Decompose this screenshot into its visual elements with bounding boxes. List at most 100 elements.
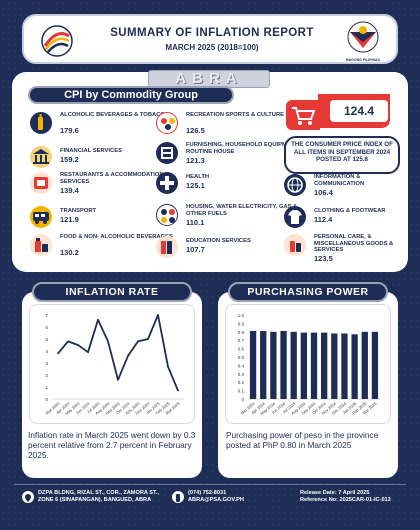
y-tick-label: 0.3	[238, 372, 245, 377]
purchasing-bar	[310, 332, 318, 399]
location-icon	[22, 491, 34, 503]
utilities-icon	[156, 204, 178, 226]
y-tick-label: 1	[45, 385, 48, 390]
commodity-name: HOUSING, WATER ELECTRICITY, GAS & OTHER …	[186, 204, 298, 217]
inflation-chart-frame: 0 1 2 3 4 5 6 7 Mar 2024 Apr 2024 May 2024 Jun 2024…	[29, 304, 195, 424]
y-tick-label: 4	[45, 349, 48, 354]
bagong-pilipinas-logo-icon: BAGONG PILIPINAS	[340, 20, 386, 62]
y-tick-label: 0.6	[238, 347, 245, 352]
y-tick-label: 0	[45, 397, 48, 402]
liquor-icon	[30, 112, 52, 134]
inflation-point	[57, 352, 59, 355]
commodity-name: PERSONAL CARE, & MISCELLANEOUS GOODS & S…	[314, 234, 394, 254]
phone-icon	[172, 491, 184, 503]
purchasing-bar	[321, 332, 328, 399]
purchasing-chart-frame: 0 0.1 0.2 0.3 0.4 0.5 0.6 0.7 0.8 0.9 1.0 Mar 2024 A…	[225, 304, 391, 424]
commodity-personal-care: PERSONAL CARE, & MISCELLANEOUS GOODS & S…	[284, 234, 419, 263]
commodity-alcoholic-beverages: ALCOHOLIC BEVERAGES & TOBACCO 179.6	[30, 112, 169, 138]
commodity-value: 126.5	[186, 126, 205, 135]
y-tick-label: 2	[45, 373, 48, 378]
purchasing-bar	[290, 331, 297, 399]
commodity-food: FOOD & NON- ALCOHOLIC BEVERAGES 130.2	[30, 234, 173, 260]
cpi-all-items-value: 124.4	[330, 100, 388, 122]
commodity-name: RECREATION SPORTS & CULTURE	[186, 112, 285, 118]
food-icon	[30, 234, 52, 256]
cpi-note-text: THE CONSUMER PRICE INDEX OF ALL ITEMS IN…	[291, 141, 393, 163]
province-plate: ABRA	[148, 70, 270, 88]
purchasing-bar	[331, 333, 338, 399]
commodity-name: FINANCIAL SERVICES	[60, 148, 122, 154]
y-tick-label: 0.2	[238, 380, 245, 385]
inflation-point	[97, 319, 99, 321]
commodity-value: 130.2	[60, 248, 79, 257]
footer-email[interactable]: ABRA@PSA.GOV.PH	[188, 497, 244, 503]
commodity-furnishing: FURNISHING, HOUSEHOLD EQUIPMENT & ROUTIN…	[156, 142, 304, 168]
commodity-name: HEALTH	[186, 174, 210, 180]
commodity-housing: HOUSING, WATER ELECTRICITY, GAS & OTHER …	[156, 204, 297, 230]
commodity-clothing: CLOTHING & FOOTWEAR 112.4	[284, 206, 419, 232]
purchasing-title: PURCHASING POWER	[228, 282, 388, 302]
purchasing-bar	[371, 331, 379, 399]
y-tick-label: 0.4	[238, 363, 245, 368]
commodity-value: 112.4	[314, 215, 333, 224]
y-tick-label: 0.7	[238, 338, 245, 343]
commodity-transport: TRANSPORT 121.9	[30, 206, 165, 232]
bus-icon	[30, 206, 52, 228]
y-tick-label: 1.0	[238, 313, 245, 318]
cpi-note-box: THE CONSUMER PRICE INDEX OF ALL ITEMS IN…	[284, 136, 400, 174]
commodity-value: 179.6	[60, 126, 79, 135]
inflation-point	[117, 379, 119, 381]
purchasing-bar	[361, 331, 368, 399]
footer-divider	[14, 484, 406, 485]
commodity-value: 121.3	[186, 156, 205, 165]
commodity-name: TRANSPORT	[60, 208, 97, 214]
commodity-value: 159.2	[60, 155, 79, 164]
purchasing-bar	[351, 334, 358, 399]
footer-reference-no: Reference No: 2025CAR-01-IC-013	[300, 497, 391, 503]
page-title: SUMMARY OF INFLATION REPORT	[110, 27, 314, 39]
purchasing-bar	[249, 330, 257, 399]
purchasing-bar	[270, 331, 277, 399]
commodity-information: INFORMATION & COMMUNICATION 106.4	[284, 174, 419, 200]
globe-icon	[284, 174, 306, 196]
commodity-value: 121.9	[60, 215, 79, 224]
furnishing-icon	[156, 142, 178, 164]
inflation-point	[127, 355, 129, 357]
commodity-restaurants: RESTAURANTS & ACCOMMODATION SERVICES 139…	[30, 172, 165, 198]
bagong-pilipinas-text: BAGONG PILIPINAS	[346, 58, 380, 62]
commodity-value: 110.1	[186, 218, 205, 227]
commodity-value: 125.1	[186, 181, 205, 190]
commodity-name: EDUCATION SERVICES	[186, 238, 251, 244]
commodity-value: 106.4	[314, 188, 333, 197]
personal-care-icon	[284, 234, 306, 256]
restaurant-icon	[30, 172, 52, 194]
inflation-point	[137, 340, 139, 343]
commodity-name: FOOD & NON- ALCOHOLIC BEVERAGES	[60, 234, 173, 240]
header-banner: SUMMARY OF INFLATION REPORT MARCH 2025 (…	[22, 14, 398, 64]
inflation-point	[177, 389, 179, 392]
psa-logo-icon	[38, 24, 76, 58]
inflation-point	[107, 340, 109, 343]
y-tick-label: 3	[45, 361, 48, 366]
inflation-point	[67, 340, 69, 343]
y-tick-label: 7	[45, 313, 48, 318]
commodity-value: 107.7	[186, 245, 205, 254]
commodity-name: ALCOHOLIC BEVERAGES & TOBACCO	[60, 112, 170, 118]
commodity-name: INFORMATION & COMMUNICATION	[314, 174, 365, 187]
cart-icon	[286, 100, 320, 130]
y-tick-label: 0.9	[238, 321, 245, 326]
y-tick-label: 5	[45, 337, 48, 342]
inflation-point	[157, 314, 159, 316]
inflation-point	[87, 351, 89, 353]
clothing-icon	[284, 206, 306, 228]
footer-release-date: Release Date: 7 April 2025	[300, 490, 370, 496]
inflation-point	[77, 344, 79, 346]
inflation-point	[147, 338, 149, 340]
commodity-education: EDUCATION SERVICES 107.7	[156, 236, 291, 262]
y-tick-label: 0	[241, 397, 244, 402]
purchasing-bar	[300, 332, 307, 399]
y-tick-label: 6	[45, 325, 48, 330]
page-subtitle: MARCH 2025 (2018=100)	[165, 43, 259, 52]
inflation-caption: Inflation rate in March 2025 went down b…	[28, 430, 196, 460]
